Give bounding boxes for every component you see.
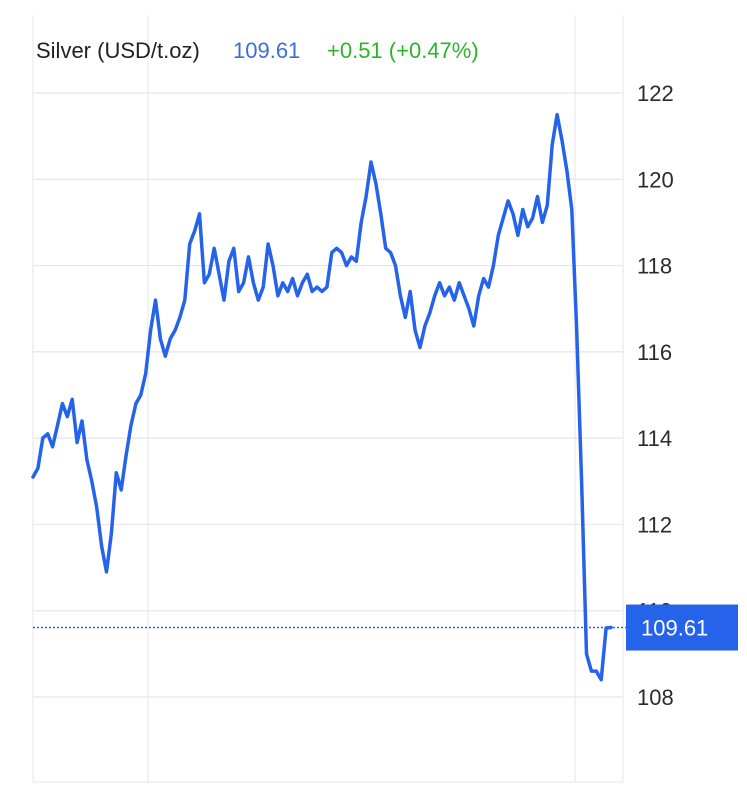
y-tick-label: 108 xyxy=(637,685,674,710)
y-tick-label: 112 xyxy=(637,512,672,537)
last-price: 109.61 xyxy=(233,38,300,63)
chart-header: Silver (USD/t.oz) 109.61 +0.51 (+0.47%) xyxy=(36,38,479,63)
current-price-label: 109.61 xyxy=(641,616,708,641)
price-line xyxy=(31,112,613,682)
instrument-title: Silver (USD/t.oz) xyxy=(36,38,200,63)
price-change: +0.51 (+0.47%) xyxy=(327,38,479,63)
y-tick-label: 116 xyxy=(637,340,672,365)
current-price-tag xyxy=(626,604,738,651)
current-price-marker: 109.61 xyxy=(33,604,738,651)
series-layer xyxy=(31,112,613,682)
y-tick-label: 122 xyxy=(637,81,674,106)
y-tick-label: 114 xyxy=(637,426,672,451)
gridlines xyxy=(32,15,624,783)
y-tick-label: 118 xyxy=(637,254,672,279)
y-tick-label: 120 xyxy=(637,167,674,192)
